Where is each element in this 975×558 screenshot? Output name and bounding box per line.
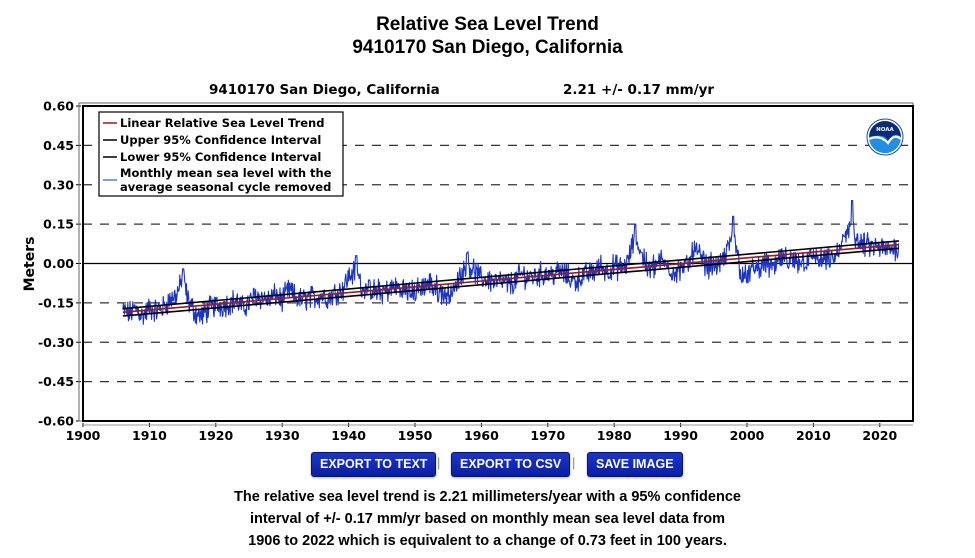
legend-box — [98, 111, 344, 197]
export-to-csv-button[interactable]: EXPORT TO CSV — [451, 452, 571, 477]
x-tick-label: 1970 — [530, 428, 565, 443]
chart-subtitle: 9410170 San Diego, California — [352, 37, 623, 58]
legend-label-trend: Linear Relative Sea Level Trend — [120, 116, 324, 130]
x-tick-label: 1930 — [265, 428, 300, 443]
trend-rate-label: 2.21 +/- 0.17 mm/yr — [563, 82, 715, 98]
legend-label-lower: Lower 95% Confidence Interval — [120, 150, 321, 164]
y-tick-label: 0.30 — [43, 177, 74, 192]
y-tick-label: 0.00 — [43, 256, 74, 271]
x-tick-label: 1940 — [331, 428, 366, 443]
monthly-series — [122, 199, 900, 325]
upper-confidence-line — [122, 240, 900, 310]
x-axis: 1900 1910 1920 1930 1940 1950 1960 1970 1980 1990… — [66, 423, 913, 443]
x-tick-label: 1920 — [198, 428, 233, 443]
station-label: 9410170 San Diego, California — [209, 82, 440, 98]
x-tick-label: 1990 — [663, 428, 698, 443]
monthly-mean-line — [122, 199, 900, 325]
y-tick-label: -0.30 — [38, 335, 74, 350]
export-toolbar: EXPORT TO TEXT | EXPORT TO CSV | SAVE IM… — [0, 452, 975, 477]
noaa-logo-text: NOAA — [876, 127, 894, 133]
linear-trend-line — [122, 243, 900, 314]
noaa-logo-icon[interactable]: NOAA — [866, 118, 904, 156]
x-tick-label: 2020 — [862, 428, 897, 443]
y-axis-label: Meters — [22, 237, 38, 292]
export-to-text-button[interactable]: EXPORT TO TEXT — [311, 452, 437, 477]
legend-label-monthly-line2: average seasonal cycle removed — [120, 180, 331, 194]
summary-line: 1906 to 2022 which is equivalent to a ch… — [248, 533, 727, 549]
trend-lines — [122, 240, 900, 317]
y-tick-label: -0.15 — [38, 295, 74, 310]
x-tick-label: 2000 — [730, 428, 765, 443]
x-tick-label: 1980 — [597, 428, 632, 443]
lower-confidence-line — [122, 247, 900, 317]
y-tick-label: -0.60 — [38, 414, 74, 429]
plot-frame — [78, 102, 914, 422]
y-tick-label: -0.45 — [38, 374, 74, 389]
chart-title: Relative Sea Level Trend — [376, 14, 599, 35]
legend-label-upper: Upper 95% Confidence Interval — [120, 133, 321, 147]
trend-summary: The relative sea level trend is 2.21 mil… — [0, 486, 975, 552]
inner-frame — [82, 105, 914, 422]
save-image-button[interactable]: SAVE IMAGE — [587, 452, 683, 477]
x-tick-label: 1900 — [66, 428, 101, 443]
x-tick-label: 2010 — [796, 428, 831, 443]
x-tick-label: 1950 — [398, 428, 433, 443]
y-tick-label: 0.15 — [43, 217, 74, 232]
summary-line: The relative sea level trend is 2.21 mil… — [234, 489, 741, 505]
summary-line: interval of +/- 0.17 mm/yr based on mont… — [249, 511, 726, 527]
y-tick-label: 0.60 — [43, 99, 74, 114]
legend-label-monthly: Monthly mean sea level with the — [120, 166, 332, 180]
legend: Linear Relative Sea Level Trend Upper 95… — [98, 111, 344, 197]
x-tick-label: 1960 — [464, 428, 499, 443]
y-axis: 0.60 0.45 0.30 0.15 0.00 -0.15 -0.30 -0.45 -0.60 — [38, 99, 81, 429]
x-tick-label: 1910 — [132, 428, 167, 443]
separator: | — [572, 455, 576, 470]
separator: | — [437, 455, 441, 470]
sea-level-chart: 0.60 0.45 0.30 0.15 0.00 -0.15 -0.30 -0.45 -0.60… — [22, 99, 914, 443]
y-tick-label: 0.45 — [43, 138, 74, 153]
grid-lines — [83, 144, 913, 383]
